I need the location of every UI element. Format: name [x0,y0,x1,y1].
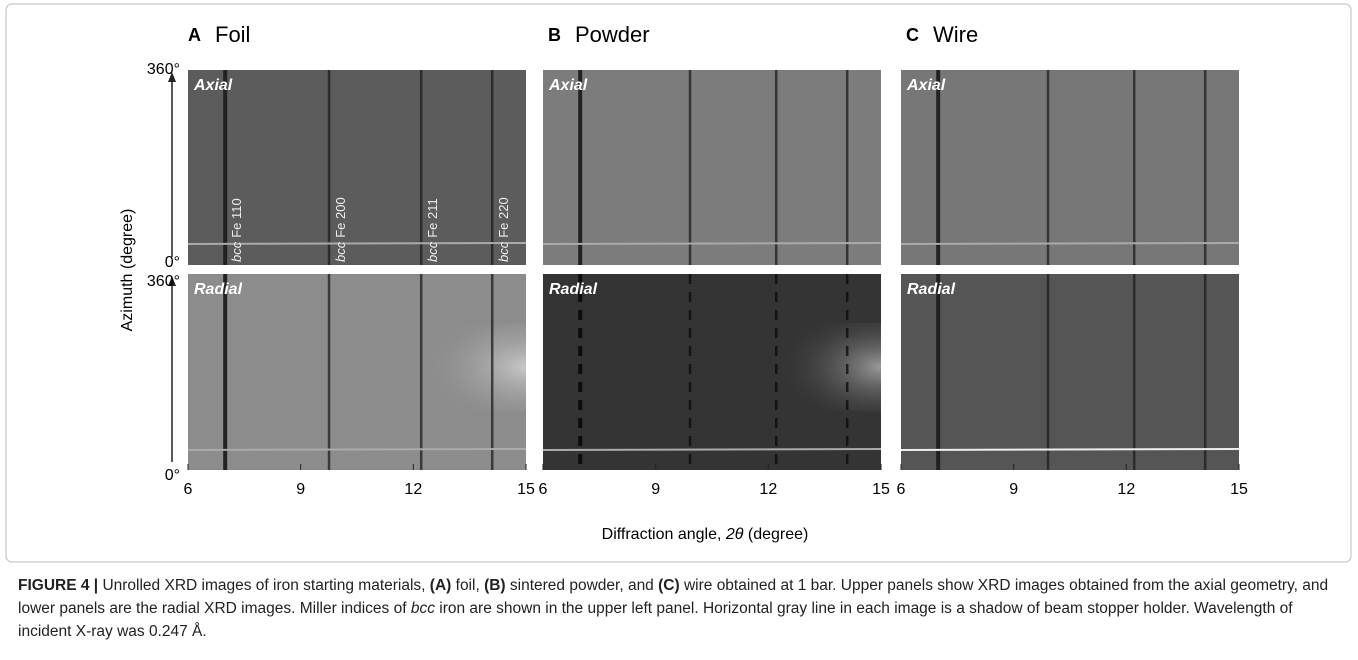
peak-label: bcc Fe 200 [333,197,348,262]
caption-ref: (B) [484,577,506,594]
x-tick-label: 9 [651,481,660,498]
y-top-label: 360° [147,273,180,290]
figure-frame [5,3,1352,563]
beam-stop-shadow [187,448,527,451]
panel-heading: C Wire [906,22,978,47]
x-tick-label: 12 [1117,481,1135,498]
peak-label: bcc Fe 220 [497,197,512,262]
panel-title: Powder [575,22,650,47]
x-tick-label: 15 [517,481,535,498]
peak-label: bcc Fe 211 [426,198,441,262]
caption-text: wire obtained at 1 bar. Upper panels sho… [18,577,1329,617]
x-tick-label: 6 [897,481,906,498]
panel-letter: A [188,25,201,45]
peak-label-italic: bcc [426,241,441,262]
beam-stop-shadow [900,242,1240,245]
xrd-image [901,274,1239,470]
caption: FIGURE 4 | Unrolled XRD images of iron s… [18,574,1343,643]
caption-text: Unrolled XRD images of iron starting mat… [98,577,430,594]
x-tick-label: 6 [539,481,548,498]
x-tick-label: 9 [1009,481,1018,498]
beam-glow [373,323,526,412]
peak-label-italic: bcc [497,241,512,262]
x-title-prefix: Diffraction angle, [602,526,726,543]
beam-stop-shadow [542,242,882,245]
panel-title: Foil [215,22,250,47]
x-title-suffix: (degree) [743,526,808,543]
peak-label-text: Fe 220 [497,197,512,237]
caption-text: iron are shown in the upper left panel. … [18,600,1293,640]
geometry-label: Axial [906,77,946,94]
x-tick-label: 12 [759,481,777,498]
x-tick-label: 15 [1230,481,1248,498]
beam-stop-shadow [900,448,1240,451]
panel-title: Wire [933,22,978,47]
arrow-head [168,72,176,82]
geometry-label: Axial [193,77,233,94]
y-top-label: 360° [147,61,180,78]
arrow-head [168,276,176,286]
panel-letter: C [906,25,919,45]
beam-glow [728,323,881,412]
caption-text: sintered powder, and [505,577,659,594]
xrd-image [543,70,881,265]
peak-label-italic: bcc [333,241,348,262]
geometry-label: Radial [549,281,598,298]
y-axis-title: Azimuth (degree) [119,209,136,332]
figure: Azimuth (degree) Diffraction angle, 2θ (… [5,3,1352,563]
y-bottom-label: 0° [165,467,180,484]
geometry-label: Radial [907,281,956,298]
peak-label-text: Fe 200 [333,197,348,237]
x-tick-label: 12 [404,481,422,498]
panel-heading: A Foil [188,22,250,47]
xrd-image [188,70,526,265]
x-tick-label: 9 [296,481,305,498]
beam-stop-shadow [542,448,882,451]
peak-label: bcc Fe 110 [230,198,245,262]
x-tick-label: 6 [184,481,193,498]
xrd-image [901,70,1239,265]
beam-stop-shadow [187,242,527,245]
peak-label-text: Fe 110 [230,198,245,238]
peak-label-italic: bcc [230,241,245,262]
x-tick-label: 15 [872,481,890,498]
x-axis-title: Diffraction angle, 2θ (degree) [602,526,809,543]
peak-label-text: Fe 211 [426,198,441,238]
panel-letter: B [548,25,561,45]
caption-ref: (C) [658,577,680,594]
caption-italic: bcc [410,600,435,617]
geometry-label: Axial [548,77,588,94]
caption-ref: (A) [429,577,452,594]
y-bottom-label: 0° [165,254,180,271]
geometry-label: Radial [194,281,243,298]
caption-label: FIGURE 4 | [18,577,99,594]
panel-heading: B Powder [548,22,650,47]
caption-text: foil, [451,577,485,594]
x-title-symbol: 2θ [725,526,744,543]
